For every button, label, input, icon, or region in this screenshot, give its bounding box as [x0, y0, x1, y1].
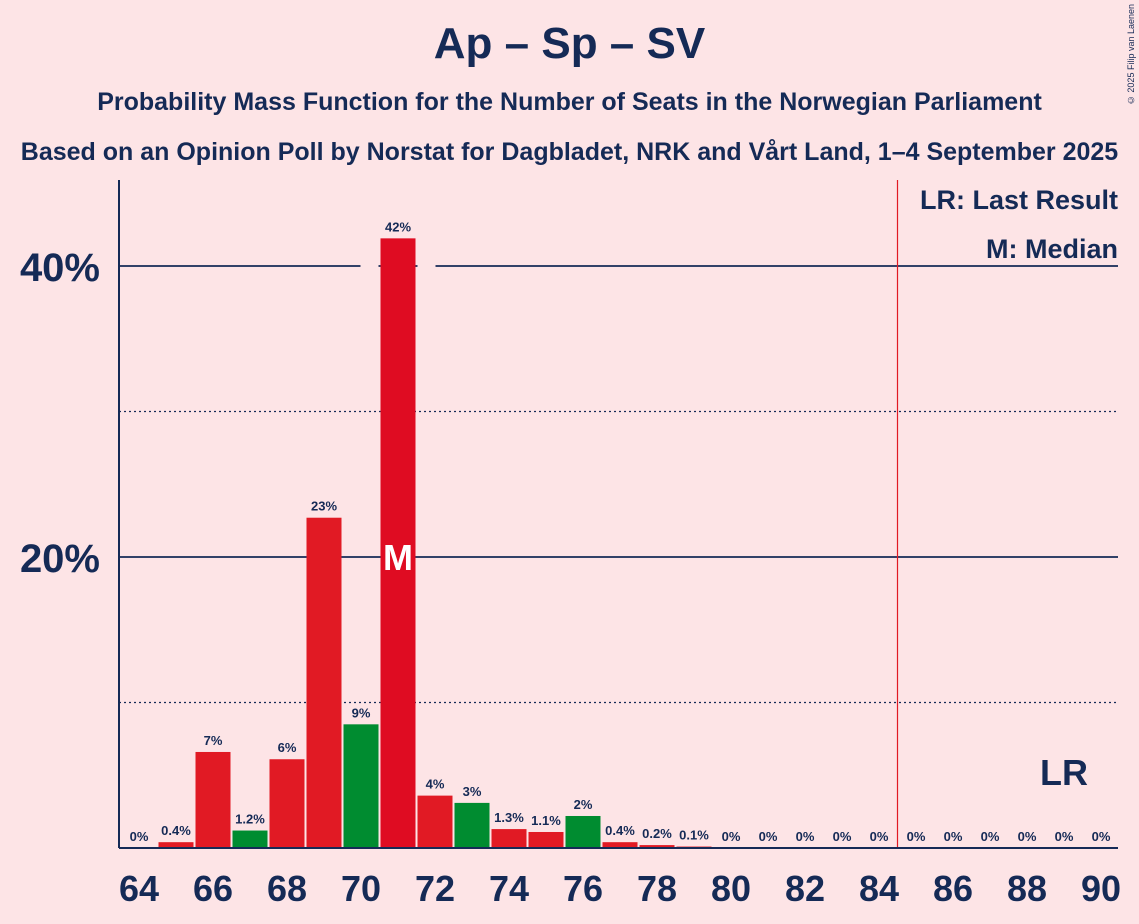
data-label-seat-64: 0%	[130, 829, 149, 844]
x-tick-label-86: 86	[933, 868, 973, 909]
data-label-seat-78: 0.2%	[642, 826, 672, 841]
data-label-seat-77: 0.4%	[605, 823, 635, 838]
data-label-bg-71	[378, 216, 418, 235]
y-tick-label-20: 20%	[20, 537, 100, 581]
data-label-seat-71: 42%	[385, 219, 411, 234]
data-label-seat-90: 0%	[1092, 829, 1111, 844]
data-label-seat-75: 1.1%	[531, 813, 561, 828]
data-label-seat-76: 2%	[574, 797, 593, 812]
data-label-seat-70: 9%	[352, 705, 371, 720]
axes: 20% 40% 64 66 68 70 72 74 76 78 80 82 84 86 88 90	[20, 180, 1121, 909]
data-label-seat-88: 0%	[1018, 829, 1037, 844]
bar-seat-77	[602, 842, 638, 848]
data-label-seat-65: 0.4%	[161, 823, 191, 838]
data-label-seat-80: 0%	[722, 829, 741, 844]
bar-seat-68	[269, 759, 305, 848]
data-label-seat-87: 0%	[981, 829, 1000, 844]
bar-seat-76	[565, 815, 601, 848]
bar-seat-73	[454, 802, 490, 848]
x-tick-label-90: 90	[1081, 868, 1121, 909]
last-result-marker: LR	[1040, 752, 1088, 793]
data-label-seat-83: 0%	[833, 829, 852, 844]
x-tick-label-80: 80	[711, 868, 751, 909]
data-label-seat-84: 0%	[870, 829, 889, 844]
x-tick-label-68: 68	[267, 868, 307, 909]
data-label-seat-68: 6%	[278, 740, 297, 755]
bar-seat-71	[380, 238, 416, 849]
data-label-seat-86: 0%	[944, 829, 963, 844]
data-label-seat-74: 1.3%	[494, 810, 524, 825]
x-tick-label-78: 78	[637, 868, 677, 909]
x-tick-label-64: 64	[119, 868, 159, 909]
bar-seat-75	[528, 831, 564, 848]
median-marker: M	[383, 537, 413, 578]
data-label-seat-66: 7%	[204, 733, 223, 748]
data-label-seat-81: 0%	[759, 829, 778, 844]
x-tick-label-74: 74	[489, 868, 529, 909]
x-tick-label-76: 76	[563, 868, 603, 909]
bar-seat-70	[343, 724, 379, 848]
x-tick-label-70: 70	[341, 868, 381, 909]
chart-title: Ap – Sp – SV	[433, 19, 706, 68]
data-label-seat-85: 0%	[907, 829, 926, 844]
bar-seat-78	[639, 845, 675, 848]
data-labels: 0% 0.4% 7% 1.2% 6% 23% 9% 42% 4% 3% 1.3% 1.1% 2% 0.4%…	[130, 216, 1111, 844]
legend-last-result: LR: Last Result	[920, 185, 1118, 215]
grid-lines	[119, 180, 1118, 848]
x-tick-label-84: 84	[859, 868, 899, 909]
data-label-seat-67: 1.2%	[235, 812, 265, 827]
bars	[158, 238, 712, 849]
data-label-seat-89: 0%	[1055, 829, 1074, 844]
bar-seat-67	[232, 830, 268, 848]
bar-seat-66	[195, 751, 231, 848]
data-label-seat-69: 23%	[311, 499, 337, 514]
data-label-seat-82: 0%	[796, 829, 815, 844]
x-tick-label-88: 88	[1007, 868, 1047, 909]
gridline-gap-left	[360, 263, 379, 269]
data-label-seat-72: 4%	[426, 777, 445, 792]
x-tick-label-66: 66	[193, 868, 233, 909]
chart-subtitle-poll: Based on an Opinion Poll by Norstat for …	[20, 138, 1119, 166]
bar-seat-74	[491, 829, 527, 848]
gridline-gap-right	[417, 263, 436, 269]
x-tick-label-72: 72	[415, 868, 455, 909]
bar-seat-72	[417, 795, 453, 848]
data-label-seat-79: 0.1%	[679, 828, 709, 843]
x-tick-label-82: 82	[785, 868, 825, 909]
bar-seat-69	[306, 517, 342, 848]
y-tick-label-40: 40%	[20, 246, 100, 290]
bar-seat-65	[158, 842, 194, 848]
data-label-seat-73: 3%	[463, 784, 482, 799]
legend-median: M: Median	[986, 234, 1118, 264]
chart-subtitle: Probability Mass Function for the Number…	[97, 88, 1042, 116]
